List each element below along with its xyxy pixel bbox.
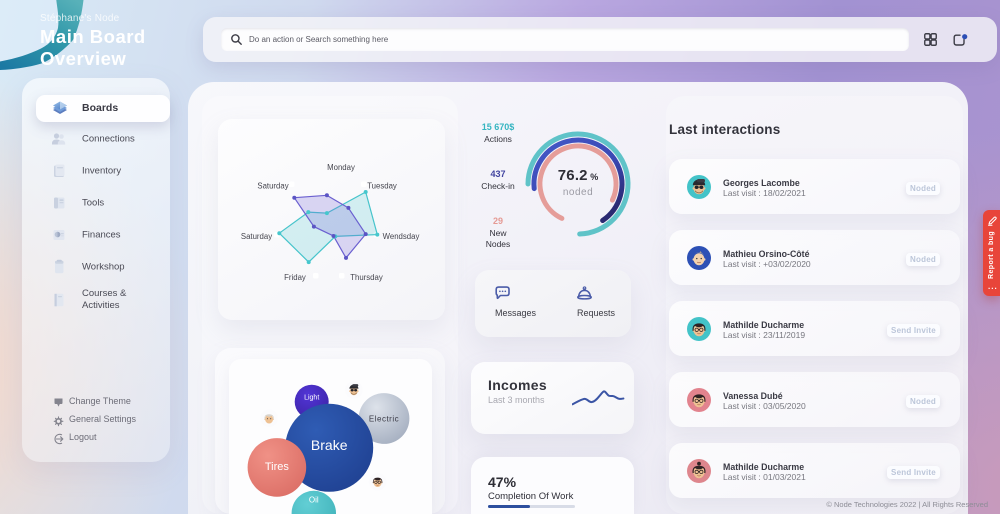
svg-text:Electric: Electric — [369, 415, 399, 424]
svg-text:Oil: Oil — [309, 496, 319, 505]
svg-text:Wendsday: Wendsday — [383, 232, 420, 241]
svg-text:Monday: Monday — [327, 163, 355, 172]
svg-text:Brake: Brake — [311, 437, 348, 453]
svg-text:Tuesday: Tuesday — [367, 182, 397, 191]
svg-text:Thursday: Thursday — [350, 273, 383, 282]
svg-text:Saturday: Saturday — [241, 232, 272, 241]
svg-text:Saturday: Saturday — [257, 182, 288, 191]
svg-text:Friday: Friday — [284, 273, 306, 282]
svg-text:Light: Light — [304, 395, 319, 402]
svg-text:Tires: Tires — [265, 461, 290, 473]
